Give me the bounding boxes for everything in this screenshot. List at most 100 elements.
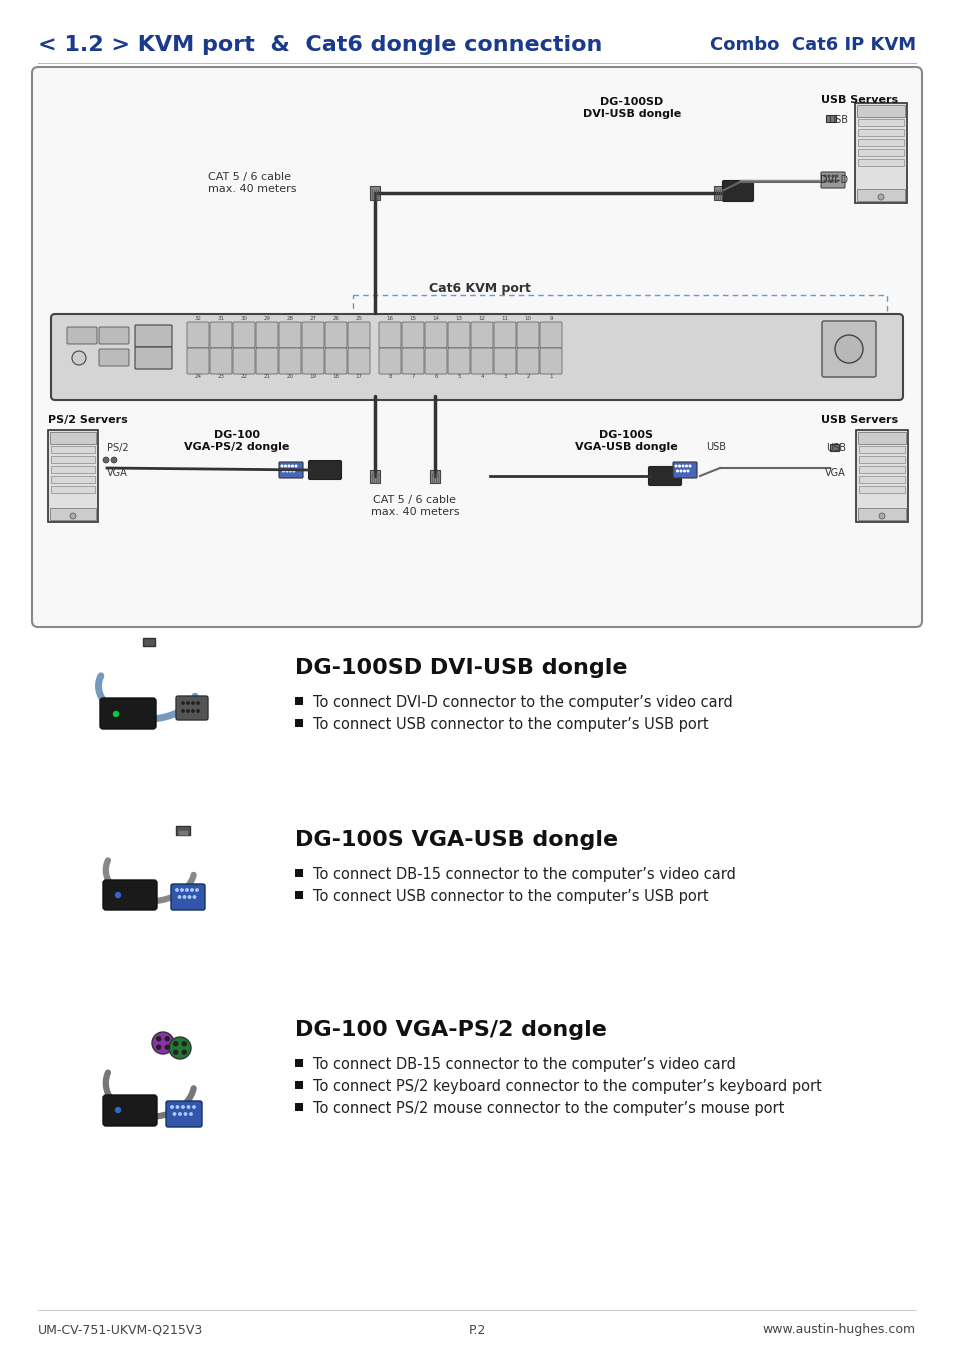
FancyBboxPatch shape bbox=[672, 462, 697, 478]
Circle shape bbox=[835, 180, 837, 182]
FancyBboxPatch shape bbox=[302, 348, 324, 374]
FancyBboxPatch shape bbox=[294, 1058, 303, 1066]
FancyBboxPatch shape bbox=[378, 323, 400, 348]
Circle shape bbox=[187, 710, 189, 713]
Circle shape bbox=[294, 466, 296, 467]
FancyBboxPatch shape bbox=[348, 323, 370, 348]
FancyBboxPatch shape bbox=[294, 720, 303, 728]
Circle shape bbox=[182, 710, 184, 713]
Circle shape bbox=[835, 176, 837, 177]
Circle shape bbox=[675, 466, 676, 467]
FancyBboxPatch shape bbox=[135, 347, 172, 369]
Text: 21: 21 bbox=[263, 374, 271, 379]
Circle shape bbox=[290, 470, 291, 471]
FancyBboxPatch shape bbox=[858, 456, 904, 463]
FancyBboxPatch shape bbox=[430, 470, 439, 483]
Circle shape bbox=[187, 1106, 190, 1108]
Circle shape bbox=[288, 466, 290, 467]
Text: max. 40 meters: max. 40 meters bbox=[208, 184, 296, 194]
FancyBboxPatch shape bbox=[166, 1102, 202, 1127]
FancyBboxPatch shape bbox=[294, 1081, 303, 1089]
Circle shape bbox=[111, 458, 117, 463]
FancyBboxPatch shape bbox=[32, 68, 921, 626]
FancyBboxPatch shape bbox=[854, 103, 906, 202]
Text: CAT 5 / 6 cable: CAT 5 / 6 cable bbox=[374, 495, 456, 505]
Circle shape bbox=[284, 466, 286, 467]
Text: 30: 30 bbox=[240, 316, 247, 321]
Text: 22: 22 bbox=[240, 374, 247, 379]
FancyBboxPatch shape bbox=[401, 323, 423, 348]
Circle shape bbox=[679, 470, 681, 471]
Text: DVI-D: DVI-D bbox=[819, 176, 847, 185]
Text: 27: 27 bbox=[309, 316, 316, 321]
Circle shape bbox=[823, 180, 825, 182]
Circle shape bbox=[193, 1106, 195, 1108]
Text: 32: 32 bbox=[194, 316, 201, 321]
FancyBboxPatch shape bbox=[294, 697, 303, 705]
Text: VGA: VGA bbox=[824, 468, 845, 478]
FancyBboxPatch shape bbox=[48, 431, 98, 522]
FancyBboxPatch shape bbox=[857, 148, 903, 157]
FancyBboxPatch shape bbox=[857, 159, 903, 166]
FancyBboxPatch shape bbox=[99, 327, 129, 344]
FancyBboxPatch shape bbox=[424, 348, 447, 374]
Circle shape bbox=[190, 1112, 192, 1115]
Circle shape bbox=[173, 1042, 177, 1046]
Text: 31: 31 bbox=[217, 316, 224, 321]
Circle shape bbox=[182, 1106, 184, 1108]
FancyBboxPatch shape bbox=[99, 350, 129, 366]
Circle shape bbox=[103, 458, 109, 463]
Text: DVI-USB dongle: DVI-USB dongle bbox=[582, 109, 680, 119]
Text: 5: 5 bbox=[456, 374, 460, 379]
Text: 10: 10 bbox=[524, 316, 531, 321]
Text: < 1.2 > KVM port  &  Cat6 dongle connection: < 1.2 > KVM port & Cat6 dongle connectio… bbox=[38, 35, 601, 55]
Text: 9: 9 bbox=[549, 316, 552, 321]
Text: To connect PS/2 mouse connector to the computer’s mouse port: To connect PS/2 mouse connector to the c… bbox=[313, 1100, 783, 1115]
FancyBboxPatch shape bbox=[494, 323, 516, 348]
Text: 28: 28 bbox=[286, 316, 294, 321]
FancyBboxPatch shape bbox=[51, 477, 95, 483]
FancyBboxPatch shape bbox=[278, 462, 303, 478]
FancyBboxPatch shape bbox=[857, 119, 903, 126]
FancyBboxPatch shape bbox=[175, 826, 190, 836]
Circle shape bbox=[195, 888, 198, 891]
FancyBboxPatch shape bbox=[308, 460, 341, 479]
Text: To connect USB connector to the computer’s USB port: To connect USB connector to the computer… bbox=[313, 888, 708, 903]
Text: Combo  Cat6 IP KVM: Combo Cat6 IP KVM bbox=[709, 36, 915, 54]
Text: USB Servers: USB Servers bbox=[820, 95, 897, 105]
Text: max. 40 meters: max. 40 meters bbox=[371, 508, 458, 517]
Circle shape bbox=[182, 702, 184, 705]
Circle shape bbox=[186, 888, 188, 891]
Circle shape bbox=[196, 702, 199, 705]
FancyBboxPatch shape bbox=[278, 348, 301, 374]
Circle shape bbox=[169, 1037, 191, 1058]
Circle shape bbox=[182, 1042, 186, 1046]
Text: VGA-PS/2 dongle: VGA-PS/2 dongle bbox=[184, 441, 290, 452]
Text: CAT 5 / 6 cable: CAT 5 / 6 cable bbox=[208, 171, 291, 182]
FancyBboxPatch shape bbox=[856, 189, 904, 201]
Circle shape bbox=[683, 470, 684, 471]
Text: 3: 3 bbox=[503, 374, 506, 379]
Circle shape bbox=[192, 702, 194, 705]
FancyBboxPatch shape bbox=[210, 348, 232, 374]
FancyBboxPatch shape bbox=[857, 130, 903, 136]
Text: UM-CV-751-UKVM-Q215V3: UM-CV-751-UKVM-Q215V3 bbox=[38, 1323, 203, 1336]
FancyBboxPatch shape bbox=[825, 115, 835, 122]
FancyBboxPatch shape bbox=[858, 477, 904, 483]
Text: DG-100S VGA-USB dongle: DG-100S VGA-USB dongle bbox=[294, 830, 618, 850]
Circle shape bbox=[686, 470, 688, 471]
Text: 4: 4 bbox=[479, 374, 483, 379]
Circle shape bbox=[827, 180, 829, 182]
Circle shape bbox=[281, 466, 282, 467]
Text: 11: 11 bbox=[501, 316, 508, 321]
FancyBboxPatch shape bbox=[50, 432, 96, 444]
Circle shape bbox=[70, 513, 76, 518]
FancyBboxPatch shape bbox=[50, 508, 96, 520]
Circle shape bbox=[173, 1112, 175, 1115]
FancyBboxPatch shape bbox=[370, 470, 379, 483]
FancyBboxPatch shape bbox=[539, 323, 561, 348]
Circle shape bbox=[152, 1031, 173, 1054]
Text: 24: 24 bbox=[194, 374, 201, 379]
FancyBboxPatch shape bbox=[171, 884, 205, 910]
Text: To connect DB-15 connector to the computer’s video card: To connect DB-15 connector to the comput… bbox=[313, 867, 735, 882]
